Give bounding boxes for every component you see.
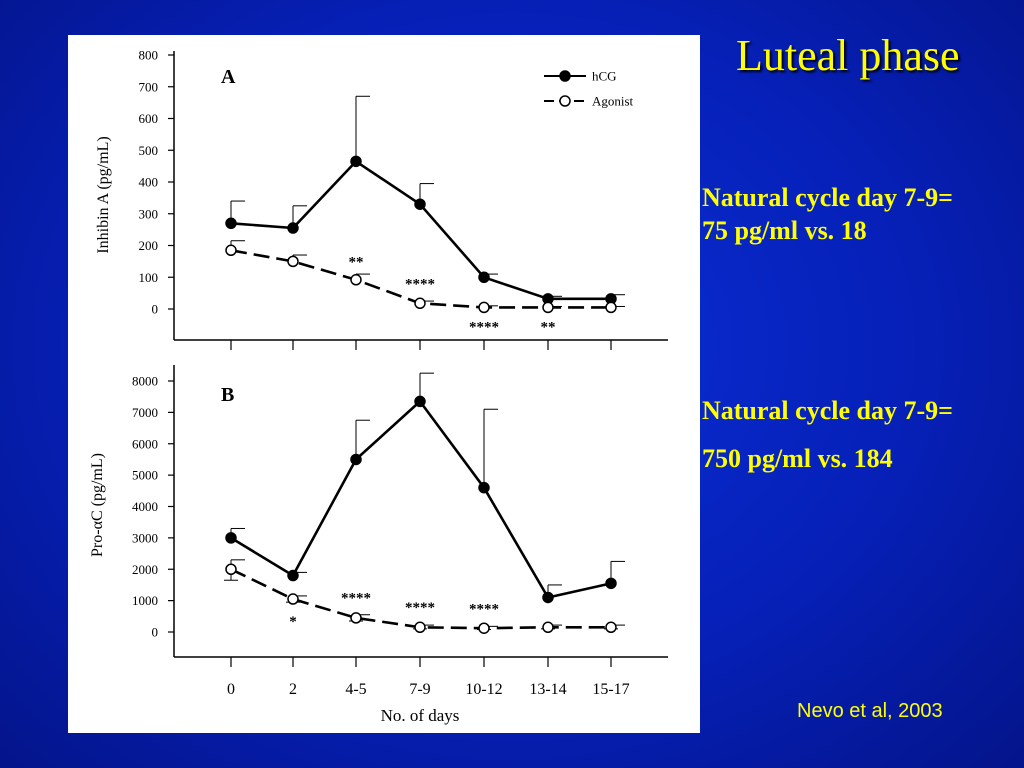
panel-a-y-axis-label: Inhibin A (pg/mL) [95, 136, 112, 253]
panel-a-significance-mark: **** [469, 319, 499, 335]
legend-label-agonist: Agonist [592, 94, 634, 109]
panel-b-series-hcg-point [414, 395, 426, 408]
panel-b-y-tick-label: 8000 [132, 374, 158, 389]
panel-a-series-hcg-point [225, 217, 237, 230]
slide-title: Luteal phase [736, 31, 960, 80]
panel-b-x-tick-label: 0 [227, 681, 235, 698]
panel-a-y-tick-label: 300 [139, 206, 159, 221]
panel-b-series-agonist-point [287, 593, 299, 605]
panel-a-series-agonist-point [414, 297, 426, 310]
panel-a-y-tick-label: 700 [139, 79, 159, 94]
panel-b-series-hcg-point [605, 577, 617, 590]
panel-b-y-tick-label: 5000 [132, 468, 158, 483]
note-inhibin-a-line-1: Natural cycle day 7-9= [702, 183, 953, 212]
panel-b-significance-mark: * [289, 614, 297, 630]
panel-a-significance-mark: ** [349, 254, 364, 270]
panel-b-y-tick-label: 0 [152, 625, 159, 640]
panel-a-series-agonist-point [287, 255, 299, 268]
panel-b-significance-mark: **** [341, 590, 371, 606]
panel-b-series-hcg-point [478, 481, 490, 494]
panel-b-y-axis-label: Pro-αC (pg/mL) [89, 453, 106, 557]
panel-b-significance-mark: **** [405, 600, 435, 616]
panel-b-x-tick-label: 7-9 [409, 681, 430, 698]
panel-a-series-agonist-point [542, 301, 554, 314]
panel-a-series-hcg-point [414, 198, 426, 210]
figure-panel: 0 100 200 300 400 500 600 700 800 Inhibin A (pg/m… [68, 35, 700, 733]
legend-marker-agonist [559, 95, 571, 107]
panel-b-series-hcg-line [230, 400, 612, 599]
panel-b-x-tick-label: 15-17 [592, 681, 629, 698]
citation: Nevo et al, 2003 [797, 700, 943, 722]
panel-b-series-agonist-point [542, 621, 554, 634]
panel-a-series-agonist-point [478, 301, 490, 314]
panel-b-y-tick-label: 2000 [132, 562, 158, 577]
panel-b-series-hcg-point [225, 532, 237, 544]
panel-b-series-agonist-point [350, 612, 362, 624]
panel-b-series-hcg-point [287, 569, 299, 582]
panel-b-x-tick-label: 4-5 [345, 681, 366, 698]
panel-a-y-tick-label: 500 [139, 143, 159, 158]
panel-a-label: A [221, 66, 236, 88]
panel-a-y-tick-label: 600 [139, 111, 159, 126]
panel-a-series-agonist-point [350, 274, 362, 286]
panel-a-significance-mark: **** [405, 277, 435, 293]
legend-marker-hcg [559, 70, 571, 82]
panel-a-y-tick-label: 0 [152, 302, 159, 317]
note-pro-alpha-c: Natural cycle day 7-9= 750 pg/ml vs. 184 [702, 394, 953, 475]
panel-a-y-tick-label: 400 [139, 175, 159, 190]
panel-b-y-tick-label: 7000 [132, 405, 158, 420]
panel-b-series-agonist-point [605, 621, 617, 634]
panel-b-y-tick-label: 1000 [132, 593, 158, 608]
panel-b-significance-mark: **** [469, 601, 499, 617]
panel-b-series-hcg-point [542, 591, 554, 604]
note-pro-alpha-c-line-2: 750 pg/ml vs. 184 [702, 444, 893, 473]
panel-a-y-tick-label: 200 [139, 238, 159, 253]
panel-b-x-tick-label: 2 [289, 681, 297, 698]
note-pro-alpha-c-line-1: Natural cycle day 7-9= [702, 396, 953, 425]
note-inhibin-a: Natural cycle day 7-9= 75 pg/ml vs. 18 [702, 181, 953, 247]
panel-b-y-tick-label: 6000 [132, 436, 158, 451]
panel-b-x-tick-label: 13-14 [529, 681, 566, 698]
panel-b-series-agonist-point [225, 563, 237, 575]
legend-label-hcg: hCG [592, 69, 617, 84]
panel-b-series-agonist-point [478, 622, 490, 634]
panel-a-series-hcg-point [287, 222, 299, 234]
note-inhibin-a-line-2: 75 pg/ml vs. 18 [702, 216, 867, 245]
panel-a-significance-mark: ** [541, 319, 556, 335]
panel-a-series-agonist-point [605, 301, 617, 314]
panel-a-y-tick-label: 800 [139, 48, 159, 63]
panel-a-series-agonist-point [225, 244, 237, 257]
panel-b-x-tick-label: 10-12 [465, 681, 502, 698]
panel-b-x-axis-label: No. of days [381, 706, 460, 725]
panel-b-series-agonist-point [414, 621, 426, 634]
panel-a-y-tick-label: 100 [139, 270, 159, 285]
panel-b-series-hcg-point [350, 453, 362, 466]
panel-b-y-tick-label: 3000 [132, 530, 158, 545]
panel-a-series-hcg-point [350, 155, 362, 168]
panel-b-label: B [221, 384, 234, 406]
panel-b-y-tick-label: 4000 [132, 499, 158, 514]
panel-a-series-hcg-point [478, 271, 490, 283]
